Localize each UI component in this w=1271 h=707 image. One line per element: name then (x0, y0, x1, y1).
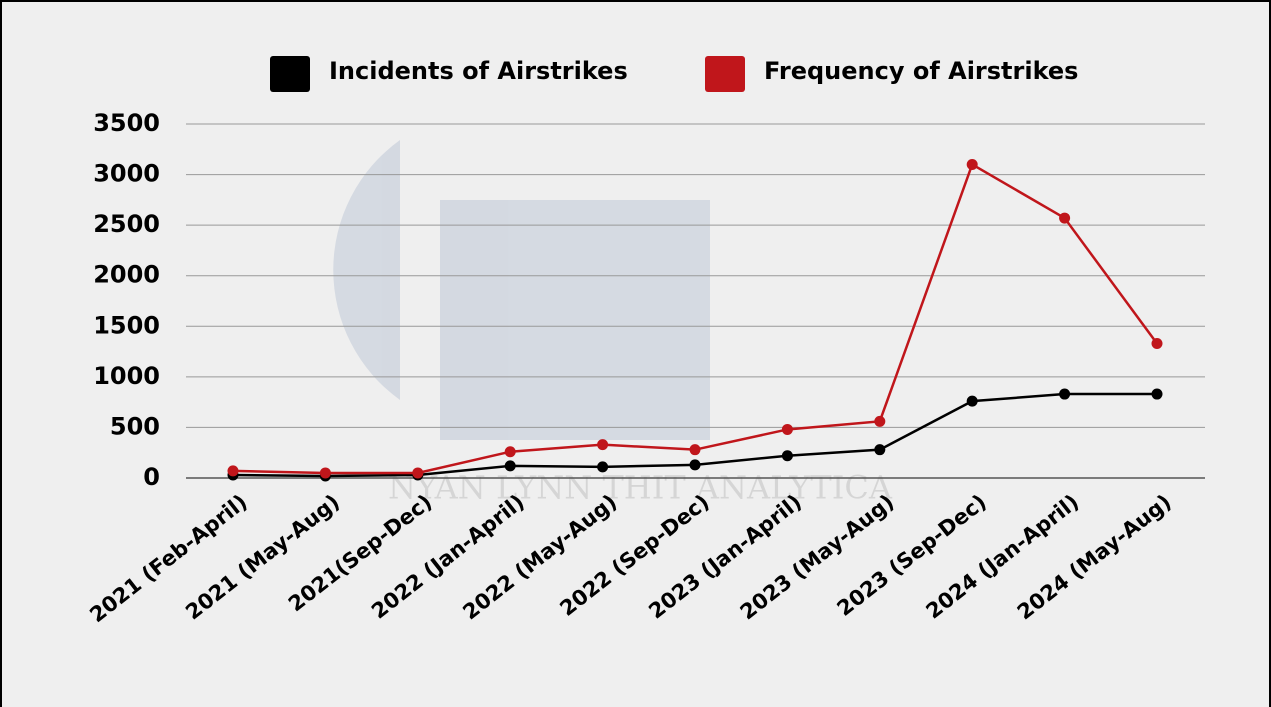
data-point (1059, 212, 1071, 224)
legend-swatch (705, 56, 745, 92)
legend-label: Incidents of Airstrikes (329, 57, 628, 85)
y-tick-label: 3000 (93, 160, 160, 188)
data-point (597, 461, 609, 473)
data-point (1151, 337, 1163, 349)
legend-swatch (270, 56, 310, 92)
data-point (412, 467, 424, 479)
y-tick-label: 1500 (93, 311, 160, 339)
data-point (319, 467, 331, 479)
y-tick-label: 0 (143, 463, 160, 491)
y-tick-label: 500 (110, 412, 160, 440)
y-tick-label: 2000 (93, 261, 160, 289)
data-point (874, 444, 886, 456)
y-tick-label: 3500 (93, 109, 160, 137)
data-point (1059, 388, 1071, 400)
y-tick-label: 2500 (93, 210, 160, 238)
data-point (966, 395, 978, 407)
data-point (689, 444, 701, 456)
data-point (781, 423, 793, 435)
data-point (689, 459, 701, 471)
y-tick-label: 1000 (93, 362, 160, 390)
legend-label: Frequency of Airstrikes (764, 57, 1078, 85)
data-point (227, 465, 239, 477)
data-point (781, 450, 793, 462)
data-point (597, 439, 609, 451)
data-point (504, 446, 516, 458)
data-point (504, 460, 516, 472)
watermark-logo (333, 140, 710, 440)
data-point (966, 158, 978, 170)
data-point (874, 415, 886, 427)
watermark-text: NYAN LYNN THIT ANALYTICA (388, 469, 893, 507)
data-point (1151, 388, 1163, 400)
